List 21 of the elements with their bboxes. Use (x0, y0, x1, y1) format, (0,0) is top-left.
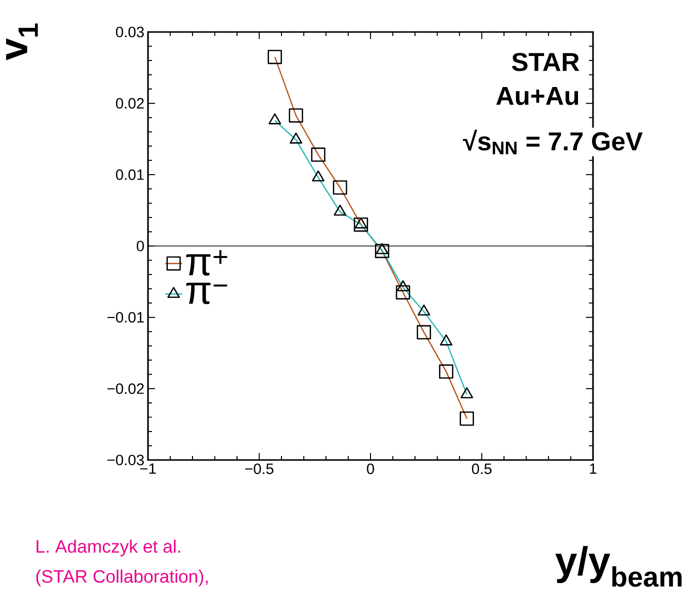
y-tick-label: 0.01 (116, 169, 144, 180)
y-tick-label: 0.02 (116, 98, 144, 109)
y-axis-title: v$_{1}$ (6, 23, 38, 60)
y-tick-label: −0.03 (107, 454, 144, 466)
x-tick-label: 0 (366, 464, 374, 474)
x-axis-title: y/y$_{beam}$ (555, 546, 682, 587)
legend-label: π$^{−}$ (186, 282, 228, 304)
y-tick-label: −0.01 (107, 312, 144, 323)
y-tick-label: 0.03 (116, 26, 144, 38)
text: L. Adamczyk et al. (36, 540, 180, 556)
x-tick-label: −0.5 (245, 464, 274, 474)
annotation: STAR (512, 52, 580, 72)
y-tick-label: −0.02 (107, 383, 144, 394)
x-tick-label: 0.5 (472, 464, 492, 474)
legend-label: π$^{+}$ (186, 250, 228, 276)
y-tick-label: 0 (136, 240, 144, 252)
text: (STAR Collaboration), (36, 570, 208, 586)
x-tick-label: −1 (140, 464, 156, 474)
annotation: √s$_{NN}$ = 7.7 GeV (462, 130, 643, 154)
x-tick-label: 1 (590, 464, 596, 474)
annotation: Au+Au (496, 86, 578, 106)
